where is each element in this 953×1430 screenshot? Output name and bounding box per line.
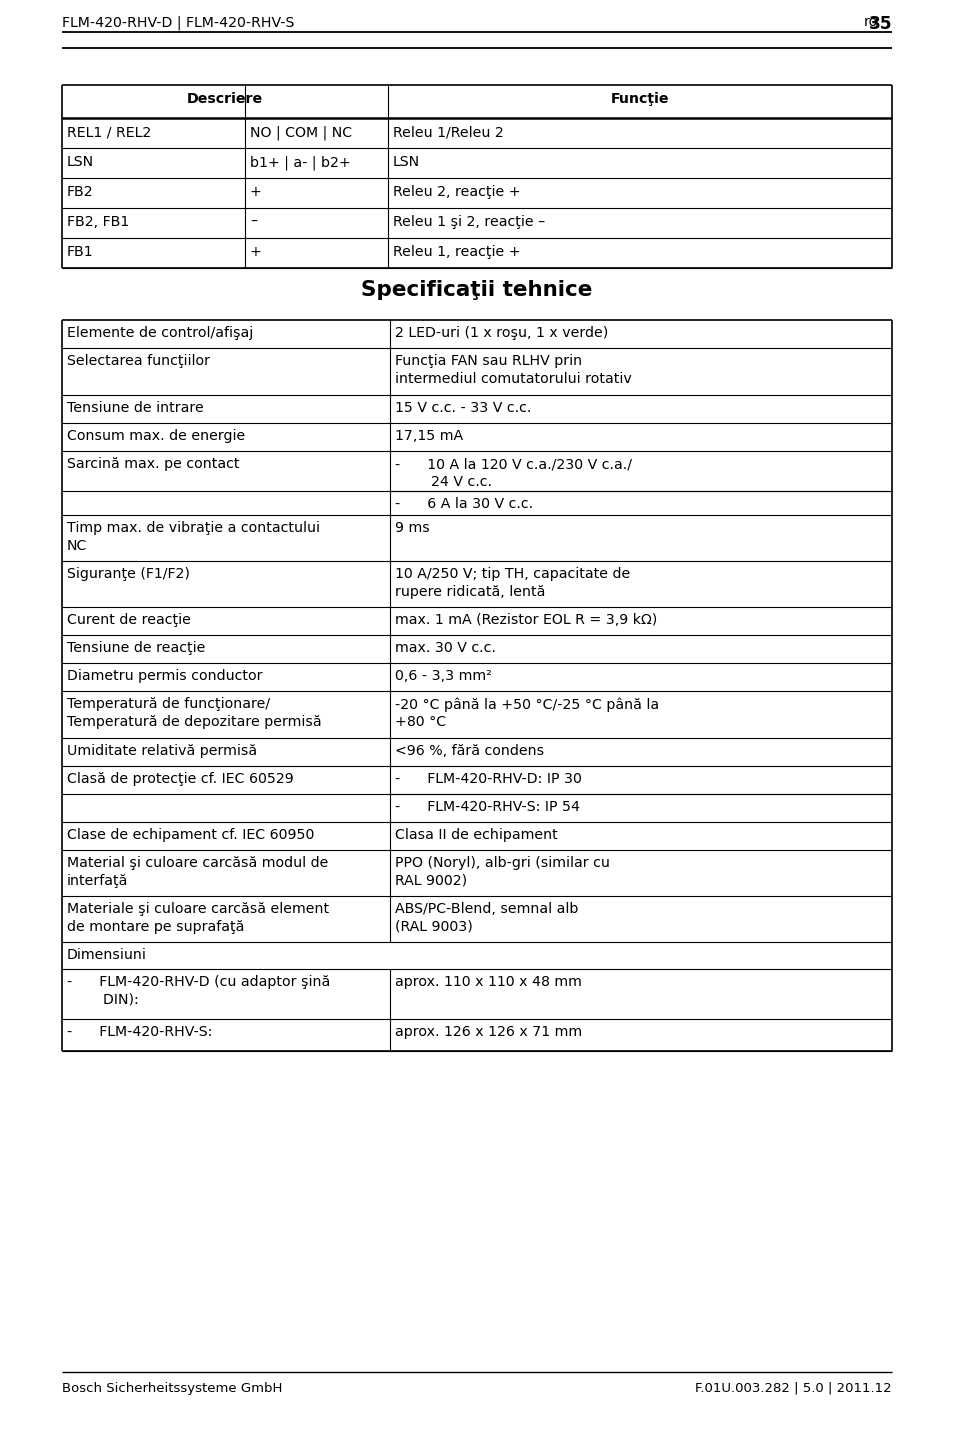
Text: Timp max. de vibraţie a contactului
NC: Timp max. de vibraţie a contactului NC (67, 521, 319, 553)
Text: -      10 A la 120 V c.a./230 V c.a./
        24 V c.c.: - 10 A la 120 V c.a./230 V c.a./ 24 V c.… (395, 458, 631, 489)
Text: Clase de echipament cf. IEC 60950: Clase de echipament cf. IEC 60950 (67, 828, 314, 842)
Text: –: – (250, 214, 257, 229)
Text: LSN: LSN (67, 154, 94, 169)
Text: Materiale şi culoare carcăsă element
de montare pe suprafaţă: Materiale şi culoare carcăsă element de … (67, 902, 329, 934)
Text: Consum max. de energie: Consum max. de energie (67, 429, 245, 443)
Text: Diametru permis conductor: Diametru permis conductor (67, 669, 262, 684)
Text: -      FLM-420-RHV-S:: - FLM-420-RHV-S: (67, 1025, 213, 1040)
Text: PPO (Noryl), alb-gri (similar cu
RAL 9002): PPO (Noryl), alb-gri (similar cu RAL 900… (395, 857, 609, 888)
Text: Umiditate relativă permisă: Umiditate relativă permisă (67, 744, 257, 758)
Text: Tensiune de intrare: Tensiune de intrare (67, 400, 204, 415)
Text: FB1: FB1 (67, 245, 93, 259)
Text: Dimensiuni: Dimensiuni (67, 948, 147, 962)
Text: Bosch Sicherheitssysteme GmbH: Bosch Sicherheitssysteme GmbH (62, 1381, 282, 1396)
Text: Tensiune de reacţie: Tensiune de reacţie (67, 641, 205, 655)
Text: 2 LED-uri (1 x roşu, 1 x verde): 2 LED-uri (1 x roşu, 1 x verde) (395, 326, 608, 340)
Text: Temperatură de funcţionare/
Temperatură de depozitare permisă: Temperatură de funcţionare/ Temperatură … (67, 696, 321, 729)
Text: Releu 1 şi 2, reacţie –: Releu 1 şi 2, reacţie – (393, 214, 545, 229)
Text: Specificaţii tehnice: Specificaţii tehnice (361, 280, 592, 300)
Text: Clasa II de echipament: Clasa II de echipament (395, 828, 558, 842)
Text: FLM-420-RHV-D | FLM-420-RHV-S: FLM-420-RHV-D | FLM-420-RHV-S (62, 14, 294, 30)
Text: Material şi culoare carcăsă modul de
interfaţă: Material şi culoare carcăsă modul de int… (67, 857, 328, 888)
Text: <96 %, fără condens: <96 %, fără condens (395, 744, 543, 758)
Text: aprox. 126 x 126 x 71 mm: aprox. 126 x 126 x 71 mm (395, 1025, 581, 1040)
Text: b1+ | a- | b2+: b1+ | a- | b2+ (250, 154, 351, 170)
Text: 9 ms: 9 ms (395, 521, 429, 535)
Text: -      FLM-420-RHV-D: IP 30: - FLM-420-RHV-D: IP 30 (395, 772, 581, 787)
Text: 17,15 mA: 17,15 mA (395, 429, 462, 443)
Text: Releu 2, reacţie +: Releu 2, reacţie + (393, 184, 520, 199)
Text: Siguranţe (F1/F2): Siguranţe (F1/F2) (67, 568, 190, 581)
Text: 35: 35 (867, 14, 891, 33)
Text: ro: ro (863, 14, 878, 29)
Text: aprox. 110 x 110 x 48 mm: aprox. 110 x 110 x 48 mm (395, 975, 581, 990)
Text: FB2: FB2 (67, 184, 93, 199)
Text: Elemente de control/afişaj: Elemente de control/afişaj (67, 326, 253, 340)
Text: max. 30 V c.c.: max. 30 V c.c. (395, 641, 496, 655)
Text: Sarcină max. pe contact: Sarcină max. pe contact (67, 458, 239, 470)
Text: -20 °C până la +50 °C/-25 °C până la
+80 °C: -20 °C până la +50 °C/-25 °C până la +80… (395, 696, 659, 729)
Text: 15 V c.c. - 33 V c.c.: 15 V c.c. - 33 V c.c. (395, 400, 531, 415)
Text: Selectarea funcţiilor: Selectarea funcţiilor (67, 355, 210, 368)
Text: Curent de reacţie: Curent de reacţie (67, 613, 191, 626)
Text: Clasă de protecţie cf. IEC 60529: Clasă de protecţie cf. IEC 60529 (67, 772, 294, 787)
Text: ABS/PC-Blend, semnal alb
(RAL 9003): ABS/PC-Blend, semnal alb (RAL 9003) (395, 902, 578, 934)
Text: Funcţie: Funcţie (610, 92, 669, 106)
Text: Releu 1/Releu 2: Releu 1/Releu 2 (393, 124, 503, 139)
Text: NO | COM | NC: NO | COM | NC (250, 124, 352, 140)
Text: F.01U.003.282 | 5.0 | 2011.12: F.01U.003.282 | 5.0 | 2011.12 (695, 1381, 891, 1396)
Text: 0,6 - 3,3 mm²: 0,6 - 3,3 mm² (395, 669, 491, 684)
Text: +: + (250, 245, 262, 259)
Text: max. 1 mA (Rezistor EOL R = 3,9 kΩ): max. 1 mA (Rezistor EOL R = 3,9 kΩ) (395, 613, 657, 626)
Text: Funcţia FAN sau RLHV prin
intermediul comutatorului rotativ: Funcţia FAN sau RLHV prin intermediul co… (395, 355, 631, 386)
Text: LSN: LSN (393, 154, 419, 169)
Text: Releu 1, reacţie +: Releu 1, reacţie + (393, 245, 520, 259)
Text: +: + (250, 184, 262, 199)
Text: 10 A/250 V; tip TH, capacitate de
rupere ridicată, lentă: 10 A/250 V; tip TH, capacitate de rupere… (395, 568, 630, 599)
Text: Descriere: Descriere (187, 92, 263, 106)
Text: FB2, FB1: FB2, FB1 (67, 214, 129, 229)
Text: -      FLM-420-RHV-S: IP 54: - FLM-420-RHV-S: IP 54 (395, 799, 579, 814)
Text: -      FLM-420-RHV-D (cu adaptor şină
        DIN):: - FLM-420-RHV-D (cu adaptor şină DIN): (67, 975, 330, 1007)
Text: REL1 / REL2: REL1 / REL2 (67, 124, 152, 139)
Text: -      6 A la 30 V c.c.: - 6 A la 30 V c.c. (395, 498, 533, 511)
